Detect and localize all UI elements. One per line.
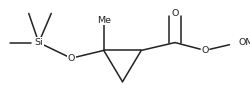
Text: Si: Si: [34, 38, 43, 47]
Text: OMe: OMe: [239, 38, 250, 47]
Text: O: O: [201, 46, 209, 55]
Text: O: O: [68, 54, 75, 63]
Text: O: O: [171, 9, 179, 18]
Text: Me: Me: [97, 16, 111, 25]
